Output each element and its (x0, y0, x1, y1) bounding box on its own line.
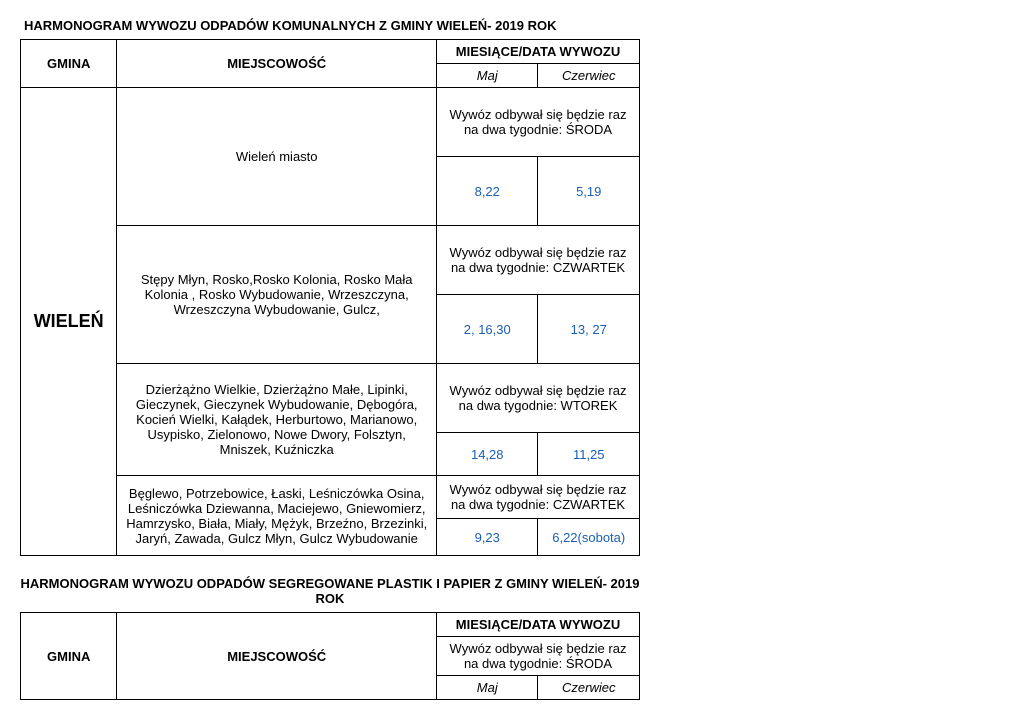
t2-col-maj: Maj (437, 676, 538, 700)
t2-col-miejscowosc: MIEJSCOWOŚĆ (117, 613, 437, 700)
czer-4: 6,22(sobota) (538, 519, 640, 556)
miejsc-1: Wieleń miasto (117, 88, 437, 226)
czer-2: 13, 27 (538, 295, 640, 364)
t2-col-czerwiec: Czerwiec (538, 676, 640, 700)
col-miejscowosc: MIEJSCOWOŚĆ (117, 40, 437, 88)
title-main: HARMONOGRAM WYWOZU ODPADÓW KOMUNALNYCH Z… (24, 18, 1000, 33)
czer-1: 5,19 (538, 157, 640, 226)
miejsc-2: Stępy Młyn, Rosko,Rosko Kolonia, Rosko M… (117, 226, 437, 364)
schedule-table-2: GMINA MIEJSCOWOŚĆ MIESIĄCE/DATA WYWOZU W… (20, 612, 640, 700)
title-secondary: HARMONOGRAM WYWOZU ODPADÓW SEGREGOWANE P… (20, 576, 640, 606)
note-4: Wywóz odbywał się będzie raz na dwa tygo… (437, 476, 640, 519)
t2-note: Wywóz odbywał się będzie raz na dwa tygo… (437, 637, 640, 676)
maj-2: 2, 16,30 (437, 295, 538, 364)
miejsc-4: Bęglewo, Potrzebowice, Łaski, Leśniczówk… (117, 476, 437, 556)
note-3: Wywóz odbywał się będzie raz na dwa tygo… (437, 364, 640, 433)
t2-col-miesiace: MIESIĄCE/DATA WYWOZU (437, 613, 640, 637)
maj-4: 9,23 (437, 519, 538, 556)
col-miesiace: MIESIĄCE/DATA WYWOZU (437, 40, 640, 64)
schedule-table-1: GMINA MIEJSCOWOŚĆ MIESIĄCE/DATA WYWOZU M… (20, 39, 640, 556)
t2-col-gmina: GMINA (21, 613, 117, 700)
czer-3: 11,25 (538, 433, 640, 476)
maj-3: 14,28 (437, 433, 538, 476)
miejsc-3: Dzierżążno Wielkie, Dzierżążno Małe, Lip… (117, 364, 437, 476)
gmina-name: WIELEŃ (21, 88, 117, 556)
note-2: Wywóz odbywał się będzie raz na dwa tygo… (437, 226, 640, 295)
col-czerwiec: Czerwiec (538, 64, 640, 88)
maj-1: 8,22 (437, 157, 538, 226)
col-gmina: GMINA (21, 40, 117, 88)
note-1: Wywóz odbywał się będzie raz na dwa tygo… (437, 88, 640, 157)
col-maj: Maj (437, 64, 538, 88)
